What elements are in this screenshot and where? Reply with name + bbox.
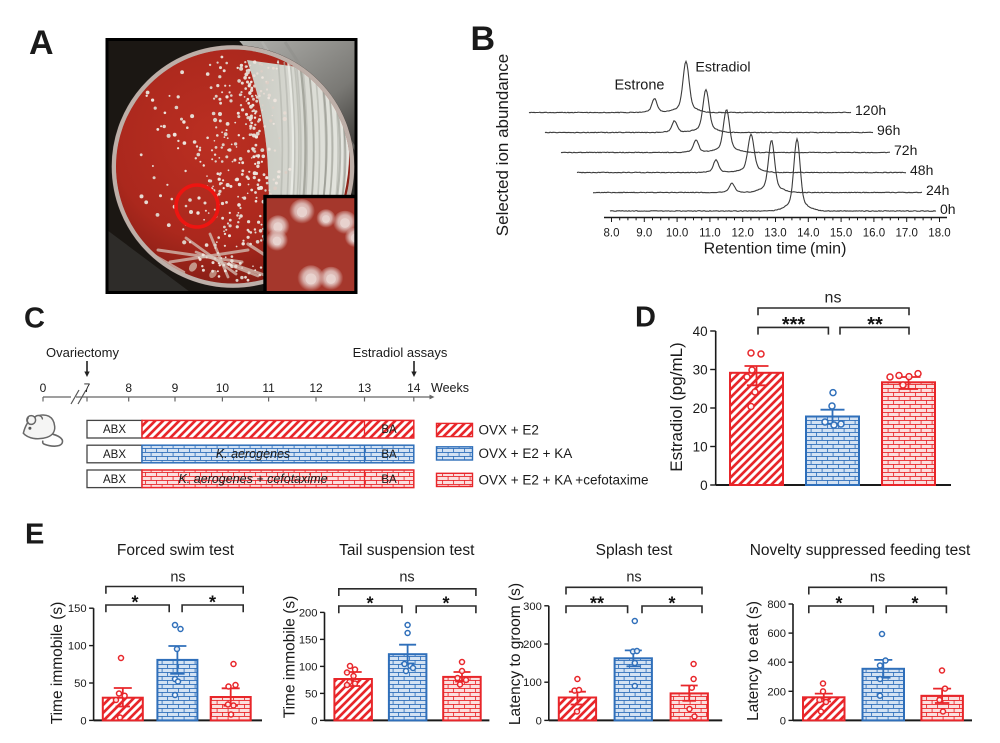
svg-text:B: B [471, 20, 496, 58]
svg-text:Estrone: Estrone [615, 78, 665, 94]
svg-text:*: * [911, 594, 918, 614]
svg-text:Selected ion abundance: Selected ion abundance [493, 54, 512, 236]
svg-text:D: D [635, 302, 656, 334]
svg-text:96h: 96h [877, 122, 900, 138]
svg-text:*: * [835, 594, 842, 614]
svg-text:150: 150 [68, 603, 87, 615]
svg-text:14: 14 [407, 381, 421, 395]
svg-text:ns: ns [870, 570, 885, 586]
svg-text:Splash test: Splash test [596, 542, 673, 559]
svg-text:0: 0 [780, 715, 786, 727]
svg-text:BA: BA [381, 424, 397, 436]
svg-text:9: 9 [172, 381, 179, 395]
svg-text:ns: ns [399, 570, 414, 586]
svg-text:200: 200 [523, 639, 542, 651]
svg-text:K. aerogenes: K. aerogenes [216, 447, 290, 461]
svg-text:Novelty suppressed feeding tes: Novelty suppressed feeding test [750, 542, 971, 559]
svg-text:ABX: ABX [103, 474, 126, 486]
svg-text:Ovariectomy: Ovariectomy [46, 345, 119, 360]
svg-text:13.0: 13.0 [764, 227, 786, 239]
svg-text:OVX + E2 + KA: OVX + E2 + KA [479, 446, 573, 461]
svg-text:40: 40 [693, 324, 708, 339]
svg-text:*: * [668, 594, 675, 614]
svg-text:100: 100 [299, 661, 318, 673]
svg-text:E: E [25, 519, 44, 551]
svg-text:150: 150 [299, 634, 318, 646]
svg-text:48h: 48h [910, 162, 933, 178]
svg-text:Time immobile (s): Time immobile (s) [49, 602, 66, 725]
svg-text:7: 7 [84, 381, 91, 395]
svg-text:*: * [366, 594, 373, 614]
svg-text:9.0: 9.0 [636, 227, 652, 239]
svg-text:**: ** [590, 594, 604, 614]
svg-text:100: 100 [523, 677, 542, 689]
svg-text:72h: 72h [894, 142, 917, 158]
svg-text:14.0: 14.0 [797, 227, 819, 239]
svg-text:18.0: 18.0 [928, 227, 950, 239]
svg-text:Retention time (min): Retention time (min) [704, 241, 847, 258]
svg-text:15.0: 15.0 [830, 227, 852, 239]
svg-text:0: 0 [80, 715, 86, 727]
svg-text:12.0: 12.0 [732, 227, 754, 239]
svg-text:12: 12 [309, 381, 323, 395]
svg-text:ns: ns [626, 570, 641, 586]
svg-text:600: 600 [767, 628, 786, 640]
svg-text:300: 300 [523, 601, 542, 613]
svg-text:**: ** [867, 314, 883, 336]
svg-text:K. aerogenes + cefotaxime: K. aerogenes + cefotaxime [178, 472, 327, 486]
svg-text:0h: 0h [940, 201, 956, 217]
svg-text:ABX: ABX [103, 449, 126, 461]
svg-text:200: 200 [767, 686, 786, 698]
svg-text:8.0: 8.0 [604, 227, 620, 239]
svg-text:BA: BA [381, 474, 397, 486]
svg-text:400: 400 [767, 657, 786, 669]
svg-text:Estradiol (pg/mL): Estradiol (pg/mL) [667, 342, 686, 471]
svg-text:Estradiol: Estradiol [695, 60, 750, 76]
svg-text:Time immobile (s): Time immobile (s) [282, 596, 299, 719]
svg-text:OVX + E2 + KA +cefotaxime: OVX + E2 + KA +cefotaxime [479, 473, 649, 488]
svg-text:17.0: 17.0 [896, 227, 918, 239]
svg-text:0: 0 [536, 715, 542, 727]
svg-text:***: *** [782, 314, 806, 336]
svg-text:30: 30 [693, 362, 708, 377]
svg-text:C: C [24, 303, 45, 335]
svg-text:Latency to eat (s): Latency to eat (s) [745, 601, 762, 721]
svg-text:ns: ns [825, 290, 842, 307]
svg-text:0: 0 [40, 381, 47, 395]
svg-text:0: 0 [700, 478, 708, 493]
svg-text:Estradiol assays: Estradiol assays [353, 345, 448, 360]
svg-text:50: 50 [74, 678, 86, 690]
svg-text:120h: 120h [855, 102, 886, 118]
svg-text:13: 13 [358, 381, 372, 395]
svg-text:20: 20 [693, 401, 708, 416]
svg-text:*: * [131, 593, 138, 613]
svg-text:Forced swim test: Forced swim test [117, 542, 235, 559]
svg-text:ns: ns [170, 570, 185, 586]
svg-text:*: * [209, 593, 216, 613]
svg-text:10: 10 [693, 439, 708, 454]
svg-text:16.0: 16.0 [863, 227, 885, 239]
svg-text:10: 10 [216, 381, 230, 395]
svg-text:A: A [29, 24, 54, 62]
svg-text:Tail suspension test: Tail suspension test [339, 542, 475, 559]
svg-text:0: 0 [311, 715, 317, 727]
svg-text:Latency to groom (s): Latency to groom (s) [507, 583, 524, 725]
svg-text:OVX + E2: OVX + E2 [479, 423, 539, 438]
svg-text:8: 8 [125, 381, 132, 395]
svg-text:200: 200 [299, 607, 318, 619]
svg-text:800: 800 [767, 599, 786, 611]
svg-text:11.0: 11.0 [699, 227, 721, 239]
svg-text:100: 100 [68, 641, 87, 653]
svg-text:24h: 24h [926, 182, 949, 198]
svg-text:ABX: ABX [103, 424, 126, 436]
svg-text:10.0: 10.0 [666, 227, 688, 239]
svg-text:*: * [442, 594, 449, 614]
svg-text:50: 50 [305, 688, 317, 700]
svg-text:BA: BA [381, 449, 397, 461]
svg-text:11: 11 [262, 381, 275, 395]
svg-text:Weeks: Weeks [431, 381, 469, 395]
